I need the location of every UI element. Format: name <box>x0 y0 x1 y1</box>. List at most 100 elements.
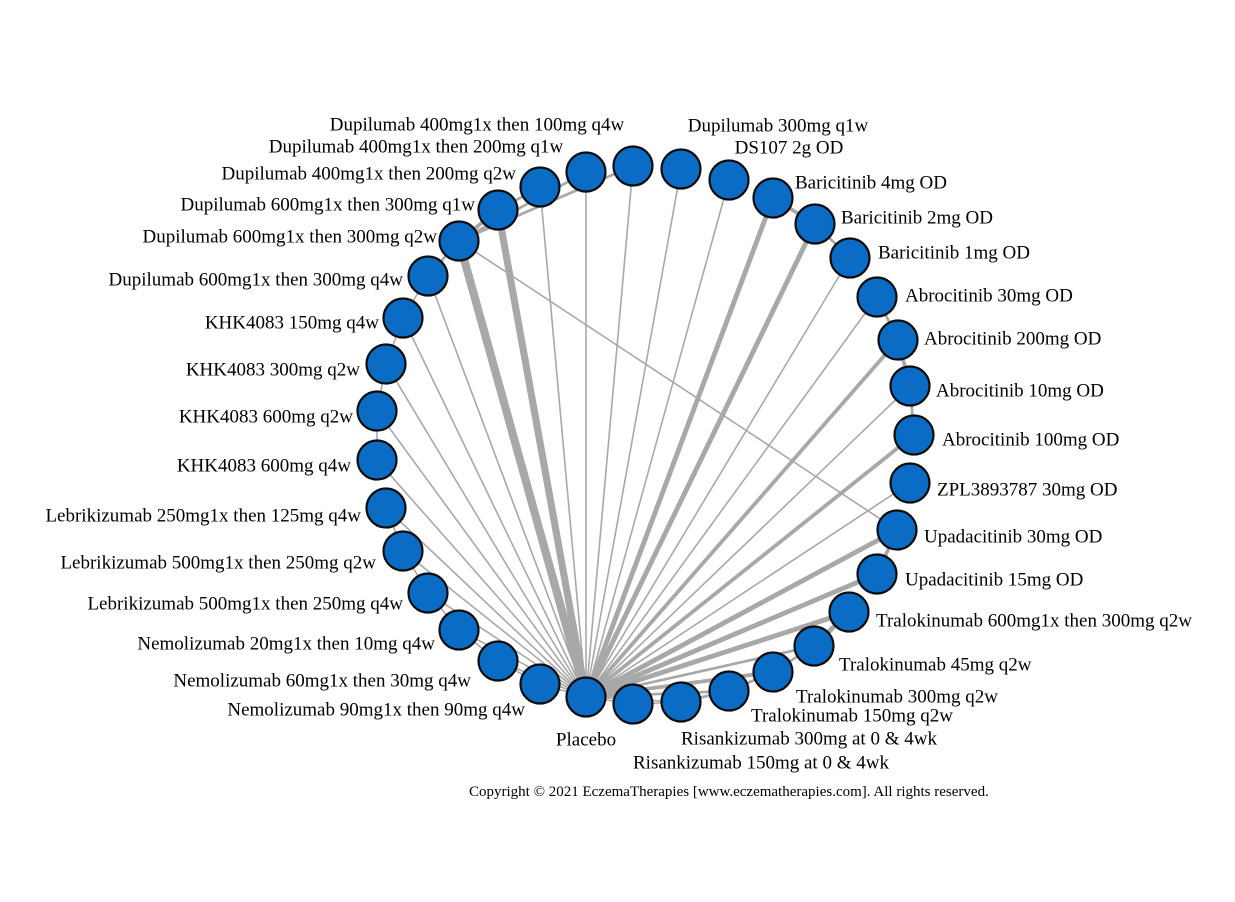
edge-placebo-nemo20 <box>458 629 587 698</box>
edge-placebo-dupi400_200q2w <box>539 186 587 698</box>
node-upa30 <box>876 509 918 551</box>
node-label-abro100: Abrocitinib 100mg OD <box>942 429 1119 450</box>
node-label-dupi300q1w: Dupilumab 300mg q1w <box>688 115 869 136</box>
node-tralo150 <box>708 670 750 712</box>
edge-placebo-dupi600_300q4w <box>427 275 587 698</box>
edge-placebo-khk300q2w <box>385 363 587 698</box>
edge-placebo-bari1 <box>585 257 851 698</box>
edge-placebo-ds107 <box>585 179 730 698</box>
edge-placebo-khk600q2w <box>376 410 587 698</box>
edge-dupi600_300q2w-dupi400_200q1w <box>458 170 587 243</box>
node-label-risa150: Risankizumab 150mg at 0 & 4wk <box>633 752 889 773</box>
edge-placebo-bari2 <box>583 222 818 699</box>
node-khk150q4w <box>382 297 424 339</box>
node-label-nemo60: Nemolizumab 60mg1x then 30mg q4w <box>173 670 471 691</box>
node-abro10 <box>889 365 931 407</box>
node-label-dupi600_300q2w: Dupilumab 600mg1x then 300mg q2w <box>143 226 438 247</box>
node-tralo45 <box>793 625 835 667</box>
node-bari2 <box>794 203 836 245</box>
edge-placebo-abro100 <box>584 433 916 699</box>
node-label-lebri250: Lebrikizumab 250mg1x then 125mg q4w <box>45 505 361 526</box>
edge-placebo-abro10 <box>585 385 911 698</box>
node-label-khk150q4w: KHK4083 150mg q4w <box>205 312 379 333</box>
node-label-nemo90: Nemolizumab 90mg1x then 90mg q4w <box>227 699 525 720</box>
node-label-zpl: ZPL3893787 30mg OD <box>937 479 1118 500</box>
node-dupi600_300q2w <box>438 220 480 262</box>
node-label-abro200: Abrocitinib 200mg OD <box>924 328 1101 349</box>
node-label-upa30: Upadacitinib 30mg OD <box>924 526 1102 547</box>
node-label-abro10: Abrocitinib 10mg OD <box>936 380 1104 401</box>
node-label-khk600q2w: KHK4083 600mg q2w <box>179 406 353 427</box>
node-lebri250 <box>365 487 407 529</box>
edge-placebo-dupi400_100q4w <box>585 165 634 698</box>
node-lebri500q4w <box>407 572 449 614</box>
node-tralo300 <box>752 651 794 693</box>
node-label-dupi400_200q2w: Dupilumab 400mg1x then 200mg q2w <box>222 163 517 184</box>
node-dupi400_200q1w <box>565 151 607 193</box>
node-dupi600_300q4w <box>407 255 449 297</box>
node-label-tralo150: Tralokinumab 150mg q2w <box>751 705 953 726</box>
node-label-placebo: Placebo <box>556 729 616 750</box>
node-label-lebri500q2w: Lebrikizumab 500mg1x then 250mg q2w <box>60 552 376 573</box>
node-bari1 <box>829 237 871 279</box>
node-label-tralo600: Tralokinumab 600mg1x then 300mg q2w <box>876 610 1192 631</box>
node-label-bari1: Baricitinib 1mg OD <box>878 242 1030 263</box>
node-layer <box>356 145 935 725</box>
edge-placebo-dupi600_300q1w <box>494 209 590 698</box>
node-risa150 <box>612 683 654 725</box>
node-label-khk300q2w: KHK4083 300mg q2w <box>186 359 360 380</box>
node-tralo600 <box>828 591 870 633</box>
node-label-nemo20: Nemolizumab 20mg1x then 10mg q4w <box>137 633 435 654</box>
node-placebo <box>565 676 607 718</box>
node-label-dupi600_300q4w: Dupilumab 600mg1x then 300mg q4w <box>109 269 404 290</box>
node-abro200 <box>877 319 919 361</box>
node-label-dupi400_200q1w: Dupilumab 400mg1x then 200mg q1w <box>269 136 564 157</box>
node-dupi400_100q4w <box>612 145 654 187</box>
node-lebri500q2w <box>382 530 424 572</box>
label-layer: Placebo Risankizumab 150mg at 0 & 4wk Risa… <box>45 114 1192 773</box>
node-upa15 <box>856 553 898 595</box>
node-label-tralo45: Tralokinumab 45mg q2w <box>839 654 1032 675</box>
edge-placebo-abro30 <box>585 296 878 698</box>
node-label-bari4: Baricitinib 4mg OD <box>795 172 947 193</box>
node-label-dupi400_100q4w: Dupilumab 400mg1x then 100mg q4w <box>330 114 625 135</box>
node-label-upa15: Upadacitinib 15mg OD <box>905 569 1083 590</box>
node-label-bari2: Baricitinib 2mg OD <box>841 207 993 228</box>
node-zpl <box>889 462 931 504</box>
node-label-dupi600_300q1w: Dupilumab 600mg1x then 300mg q1w <box>181 194 476 215</box>
node-label-lebri500q4w: Lebrikizumab 500mg1x then 250mg q4w <box>87 593 403 614</box>
node-dupi400_200q2w <box>519 166 561 208</box>
node-khk600q4w <box>356 439 398 481</box>
edge-placebo-dupi600_300q2w <box>455 239 590 699</box>
edge-placebo-abro200 <box>584 338 900 699</box>
node-dupi600_300q1w <box>477 189 519 231</box>
edge-placebo-khk150q4w <box>402 317 587 698</box>
node-nemo20 <box>438 609 480 651</box>
node-risa300 <box>660 681 702 723</box>
edge-placebo-dupi300q1w <box>585 168 682 698</box>
node-label-risa300: Risankizumab 300mg at 0 & 4wk <box>681 728 937 749</box>
node-bari4 <box>752 177 794 219</box>
edge-placebo-khk600q4w <box>376 459 587 698</box>
edge-placebo-zpl <box>585 482 911 698</box>
edge-placebo-upa30 <box>584 527 899 700</box>
copyright-text: Copyright © 2021 EczemaTherapies [www.ec… <box>469 784 989 800</box>
node-abro30 <box>856 276 898 318</box>
edge-placebo-upa15 <box>585 571 878 700</box>
edge-dupi600_300q2w-upa30 <box>458 240 898 531</box>
node-label-ds107: DS107 2g OD <box>735 137 844 158</box>
edge-placebo-bari4 <box>583 197 776 698</box>
node-nemo60 <box>477 640 519 682</box>
node-khk600q2w <box>356 390 398 432</box>
node-label-abro30: Abrocitinib 30mg OD <box>905 285 1073 306</box>
node-label-khk600q4w: KHK4083 600mg q4w <box>177 455 351 476</box>
node-dupi300q1w <box>660 148 702 190</box>
node-ds107 <box>708 159 750 201</box>
node-abro100 <box>893 414 935 456</box>
edge-placebo-tralo150 <box>585 689 730 699</box>
node-label-tralo300: Tralokinumab 300mg q2w <box>796 686 998 707</box>
node-nemo90 <box>519 663 561 705</box>
node-khk300q2w <box>365 343 407 385</box>
edge-placebo-tralo600 <box>585 609 850 700</box>
